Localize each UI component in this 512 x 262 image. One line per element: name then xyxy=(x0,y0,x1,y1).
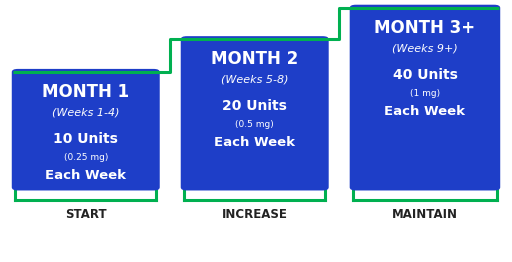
Text: (0.25 mg): (0.25 mg) xyxy=(63,153,108,162)
Text: MONTH 2: MONTH 2 xyxy=(211,50,298,68)
FancyBboxPatch shape xyxy=(350,5,500,190)
Text: (0.5 mg): (0.5 mg) xyxy=(236,120,274,129)
Text: Each Week: Each Week xyxy=(385,105,465,118)
Text: 10 Units: 10 Units xyxy=(53,132,118,146)
Text: INCREASE: INCREASE xyxy=(222,208,288,221)
Text: (1 mg): (1 mg) xyxy=(410,89,440,97)
Text: 40 Units: 40 Units xyxy=(393,68,457,82)
FancyBboxPatch shape xyxy=(181,36,329,190)
Text: 20 Units: 20 Units xyxy=(222,99,287,113)
Text: MONTH 1: MONTH 1 xyxy=(42,83,130,101)
Text: MONTH 3+: MONTH 3+ xyxy=(374,19,476,36)
FancyBboxPatch shape xyxy=(12,69,160,190)
Text: (Weeks 5-8): (Weeks 5-8) xyxy=(221,75,288,85)
Text: (Weeks 1-4): (Weeks 1-4) xyxy=(52,108,119,118)
Text: MAINTAIN: MAINTAIN xyxy=(392,208,458,221)
Text: Each Week: Each Week xyxy=(214,136,295,149)
Text: (Weeks 9+): (Weeks 9+) xyxy=(392,43,458,53)
Text: Each Week: Each Week xyxy=(45,169,126,182)
Text: START: START xyxy=(65,208,106,221)
